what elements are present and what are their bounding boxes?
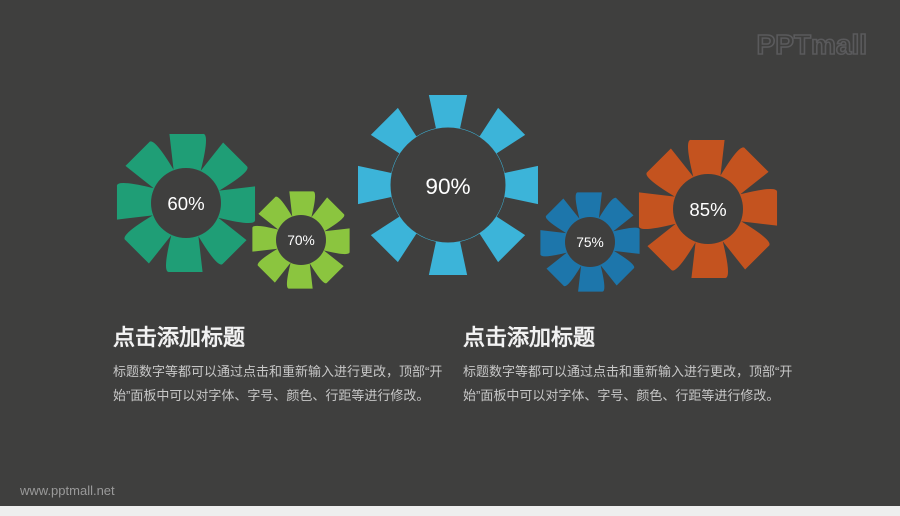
svg-text:60%: 60% xyxy=(167,193,204,214)
svg-text:PPTmall: PPTmall xyxy=(757,29,867,60)
svg-text:90%: 90% xyxy=(425,174,470,199)
svg-text:85%: 85% xyxy=(689,199,726,220)
svg-text:70%: 70% xyxy=(287,233,315,248)
svg-text:75%: 75% xyxy=(576,235,604,250)
